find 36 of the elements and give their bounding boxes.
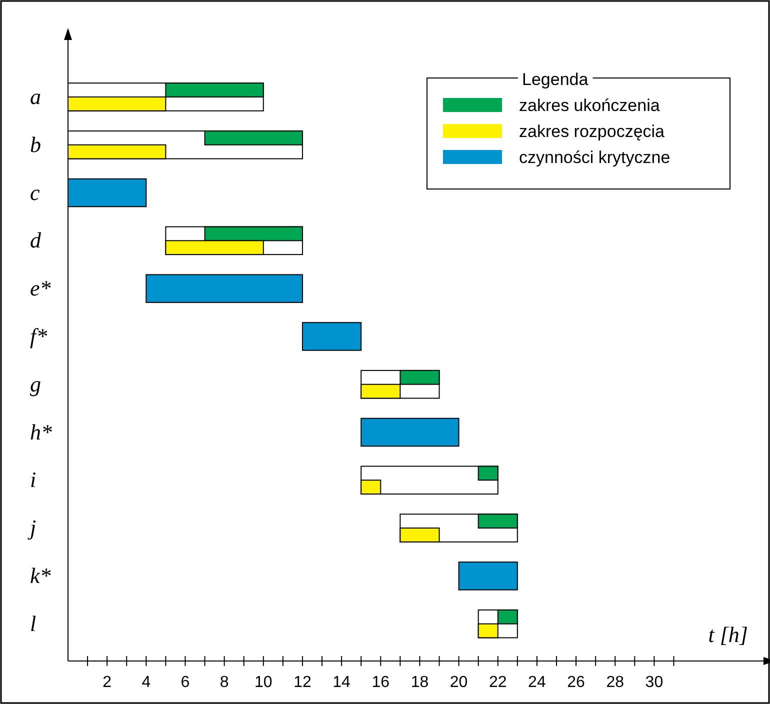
- bar: [458, 562, 518, 590]
- x-tick-label: 22: [488, 674, 507, 691]
- y-tick-label: i: [30, 467, 36, 492]
- legend-label: zakres ukończenia: [519, 96, 660, 115]
- legend-label: czynności krytyczne: [519, 148, 670, 167]
- x-tick-label: 26: [567, 674, 586, 691]
- x-tick-label: 8: [220, 674, 229, 691]
- y-tick-label: f*: [30, 323, 48, 348]
- y-tick-label: a: [30, 84, 41, 109]
- y-tick-label: e*: [30, 276, 51, 301]
- y-tick-label: h*: [30, 419, 52, 444]
- y-tick-label: b: [30, 132, 41, 157]
- y-tick-label: c: [30, 180, 40, 205]
- y-tick-label: k*: [30, 562, 51, 588]
- x-tick-label: 20: [450, 674, 468, 691]
- bar: [302, 322, 362, 351]
- x-tick-label: 12: [294, 674, 312, 691]
- x-tick-label: 24: [528, 674, 546, 691]
- bar: [360, 418, 460, 447]
- x-tick-label: 16: [372, 674, 390, 691]
- y-tick-label: l: [30, 610, 36, 636]
- x-tick-label: 2: [102, 674, 112, 691]
- x-tick-label: 14: [332, 674, 351, 691]
- y-tick-label: g: [30, 371, 41, 396]
- x-tick-label: 4: [142, 674, 151, 691]
- legend-label: zakres rozpoczęcia: [519, 122, 666, 141]
- legend-title: Legenda: [522, 70, 589, 89]
- x-tick-label: 28: [606, 674, 624, 691]
- x-axis-title: t [h]: [708, 622, 748, 647]
- bar: [146, 274, 303, 303]
- y-tick-label: j: [27, 515, 36, 540]
- x-tick-label: 6: [180, 674, 190, 691]
- x-tick-label: 10: [254, 674, 272, 691]
- x-tick-label: 18: [410, 674, 429, 691]
- x-tick-label: 30: [645, 674, 664, 691]
- y-tick-label: d: [30, 228, 42, 253]
